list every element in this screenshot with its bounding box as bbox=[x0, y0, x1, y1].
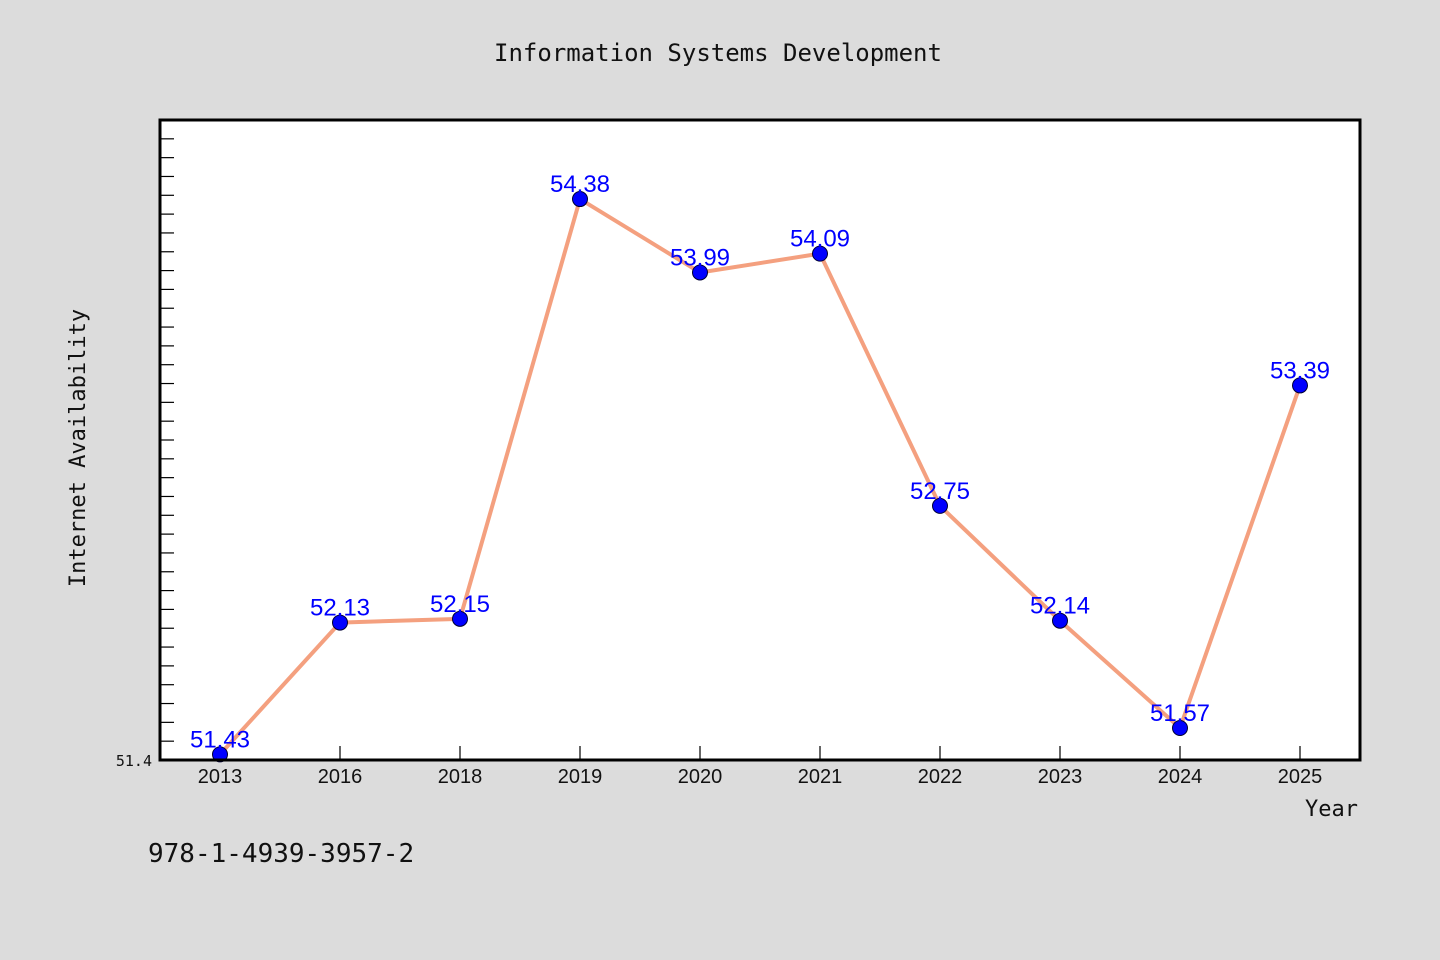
x-tick-label: 2021 bbox=[798, 766, 843, 788]
data-label: 54.38 bbox=[550, 171, 610, 198]
plot-area bbox=[160, 120, 1360, 760]
y-axis-label: Internet Availability bbox=[66, 309, 91, 587]
x-tick-label: 2020 bbox=[678, 766, 723, 788]
data-point bbox=[1052, 612, 1068, 629]
data-point bbox=[212, 746, 228, 763]
markers-layer bbox=[212, 191, 1308, 763]
plot-frame bbox=[158, 118, 1362, 762]
data-labels-layer: 51.43 52.13 52.15 54.38 53.99 54.09 52.75 52.14… bbox=[190, 171, 1330, 753]
data-label: 53.39 bbox=[1270, 357, 1330, 384]
x-tick-label: 2016 bbox=[318, 766, 363, 788]
y-min-tick-label: 51.4 bbox=[116, 752, 152, 770]
data-point bbox=[1172, 720, 1188, 736]
x-tick-labels: 2013 2016 2018 2019 2020 2021 2022 2023 2024 2025 bbox=[198, 766, 1323, 788]
data-label: 52.75 bbox=[910, 478, 970, 505]
data-point bbox=[692, 264, 708, 281]
x-tick-label: 2023 bbox=[1038, 766, 1083, 788]
data-point bbox=[332, 614, 348, 631]
x-tick-label: 2019 bbox=[558, 766, 603, 788]
x-axis-label: Year bbox=[1305, 797, 1358, 822]
x-tick-label: 2022 bbox=[918, 766, 963, 788]
x-tick-label: 2024 bbox=[1158, 766, 1203, 788]
footer-code: 978-1-4939-3957-2 bbox=[148, 839, 414, 869]
series-line bbox=[218, 197, 1302, 757]
data-label: 53.99 bbox=[670, 244, 730, 271]
data-label: 51.57 bbox=[1150, 700, 1210, 727]
data-label: 52.14 bbox=[1030, 593, 1090, 620]
data-label: 52.15 bbox=[430, 591, 490, 618]
y-axis-ticks bbox=[160, 138, 174, 742]
data-point bbox=[1292, 377, 1308, 394]
data-point bbox=[452, 610, 468, 627]
data-point bbox=[572, 191, 588, 208]
x-tick-label: 2018 bbox=[438, 766, 483, 788]
data-label: 54.09 bbox=[790, 226, 850, 253]
x-tick-label: 2025 bbox=[1278, 766, 1323, 788]
x-tick-label: 2013 bbox=[198, 766, 243, 788]
data-label: 52.13 bbox=[310, 595, 370, 622]
data-label: 51.43 bbox=[190, 726, 250, 753]
data-point bbox=[812, 245, 828, 262]
series-layer bbox=[218, 197, 1302, 757]
chart-title: Information Systems Development bbox=[494, 39, 942, 67]
data-point bbox=[932, 497, 948, 514]
